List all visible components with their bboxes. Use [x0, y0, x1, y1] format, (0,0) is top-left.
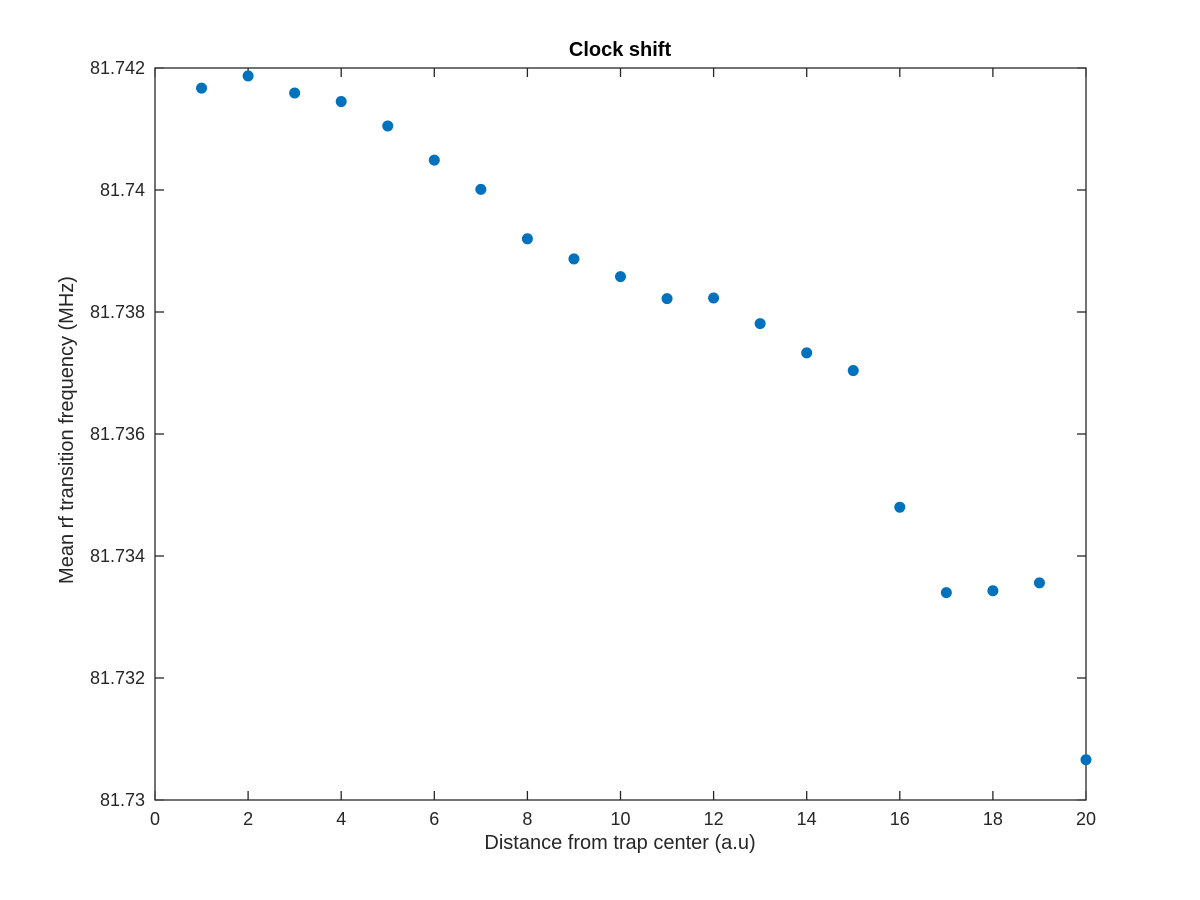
data-point: [568, 253, 580, 265]
x-tick-label: 0: [150, 809, 160, 829]
data-point: [615, 271, 626, 283]
data-point: [1033, 577, 1045, 589]
chart-title: Clock shift: [569, 39, 672, 61]
y-tick-label: 81.73: [100, 790, 145, 810]
y-tick-label: 81.742: [90, 58, 145, 78]
data-point: [847, 365, 859, 377]
x-tick-label: 4: [336, 809, 346, 829]
data-point: [661, 293, 673, 305]
y-tick-label: 81.734: [90, 546, 145, 566]
data-point: [335, 96, 347, 108]
y-tick-label: 81.732: [90, 668, 145, 688]
data-point: [1080, 754, 1092, 766]
x-tick-label: 12: [704, 809, 724, 829]
y-tick-label: 81.738: [90, 302, 145, 322]
data-point: [475, 183, 487, 195]
data-point: [382, 120, 394, 132]
y-axis-label: Mean rf transition frequency (MHz): [56, 276, 78, 584]
data-point: [428, 154, 440, 166]
x-tick-label: 10: [610, 809, 630, 829]
x-tick-label: 8: [522, 809, 532, 829]
data-point: [521, 233, 533, 245]
data-point: [940, 587, 952, 599]
x-tick-label: 20: [1076, 809, 1096, 829]
data-point: [894, 501, 906, 513]
data-point: [242, 70, 254, 82]
x-tick-label: 18: [983, 809, 1003, 829]
x-tick-label: 6: [429, 809, 439, 829]
data-point: [196, 82, 208, 94]
data-point: [987, 585, 999, 597]
data-point: [289, 87, 301, 99]
x-tick-label: 14: [797, 809, 817, 829]
data-point: [801, 347, 813, 359]
x-axis-label: Distance from trap center (a.u): [484, 832, 755, 854]
y-tick-label: 81.74: [100, 180, 145, 200]
y-tick-label: 81.736: [90, 424, 145, 444]
x-tick-label: 2: [243, 809, 253, 829]
x-tick-label: 16: [890, 809, 910, 829]
plot-area: 0 2 4 6 8 10 12 14 16 18 20 81.73 81.732 81.734 81.736…: [90, 58, 1096, 829]
data-point: [708, 292, 720, 304]
data-point: [754, 318, 766, 330]
